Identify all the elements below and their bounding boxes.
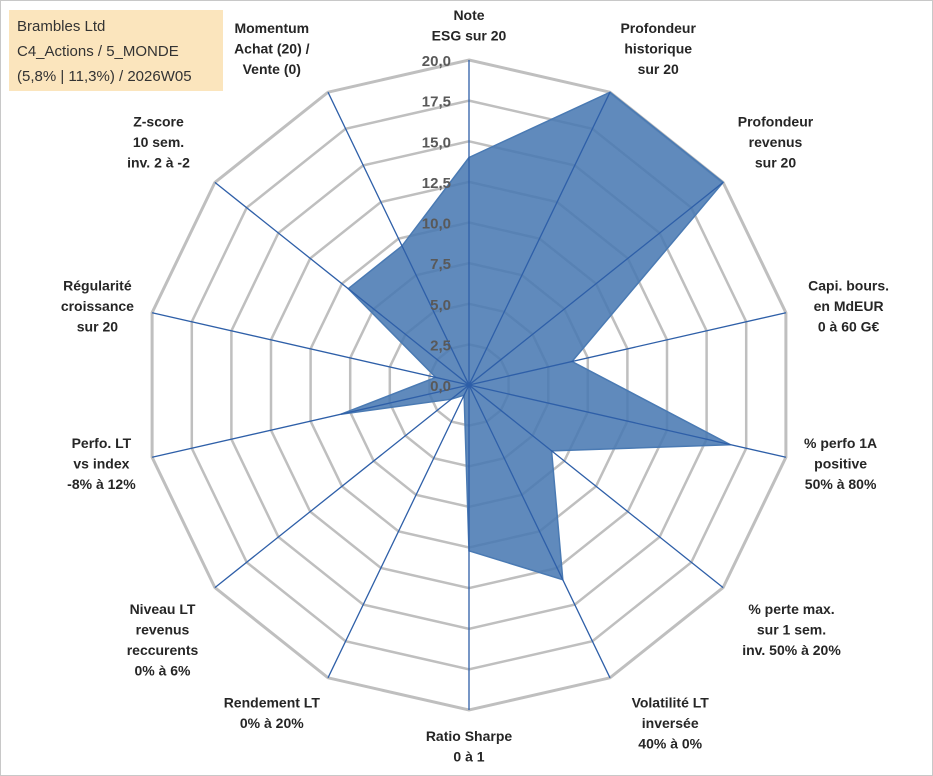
tick-label: 0,0 (430, 378, 451, 395)
tick-label: 12,5 (422, 175, 451, 192)
company-name: Brambles Ltd (17, 18, 106, 35)
tick-label: 15,0 (422, 134, 451, 151)
axis-spoke (468, 384, 724, 589)
period-label: (5,8% | 11,3%) / 2026W05 (17, 68, 192, 85)
axis-label: Niveau LT revenus reccurents 0% à 6% (127, 601, 199, 679)
axis-spoke (468, 384, 611, 679)
axis-label: Z-score 10 sem. inv. 2 à -2 (127, 113, 190, 170)
tick-label: 17,5 (422, 94, 451, 111)
tick-label: 10,0 (422, 216, 451, 233)
axis-spoke (468, 91, 611, 386)
info-box: Brambles Ltd C4_Actions / 5_MONDE (5,8% … (9, 10, 223, 91)
tick-label: 7,5 (430, 256, 451, 273)
axis-spoke (214, 181, 470, 386)
axis-label: Perfo. LT vs index -8% à 12% (67, 435, 136, 492)
tick-label: 2,5 (430, 337, 451, 354)
axis-label: Note ESG sur 20 (432, 7, 507, 44)
axis-label: Volatilité LT inversée 40% à 0% (632, 695, 710, 752)
axis-label: % perte max. sur 1 sem. inv. 50% à 20% (742, 601, 841, 658)
axis-label: Profondeur historique sur 20 (620, 20, 696, 77)
data-series-area (340, 91, 734, 581)
axis-label: Régularité croissance sur 20 (61, 277, 134, 334)
axis-spoke (468, 384, 787, 458)
axis-spoke (214, 384, 470, 589)
axis-spoke (327, 91, 470, 386)
axis-spoke (327, 384, 470, 679)
category-label: C4_Actions / 5_MONDE (17, 43, 179, 60)
axis-label: Capi. bours. en MdEUR 0 à 60 G€ (808, 277, 889, 334)
axis-spoke (151, 312, 470, 386)
axis-spoke (468, 312, 787, 386)
axis-spoke (151, 384, 470, 458)
axis-spoke (468, 181, 724, 386)
axis-label: Momentum Achat (20) / Vente (0) (234, 20, 310, 77)
tick-label: 20,0 (422, 53, 451, 70)
axis-label: Rendement LT 0% à 20% (224, 695, 321, 732)
axis-label: % perfo 1A positive 50% à 80% (804, 435, 877, 492)
tick-label: 5,0 (430, 297, 451, 314)
axis-label: Profondeur revenus sur 20 (738, 113, 814, 170)
axis-label: Ratio Sharpe 0 à 1 (426, 728, 513, 765)
